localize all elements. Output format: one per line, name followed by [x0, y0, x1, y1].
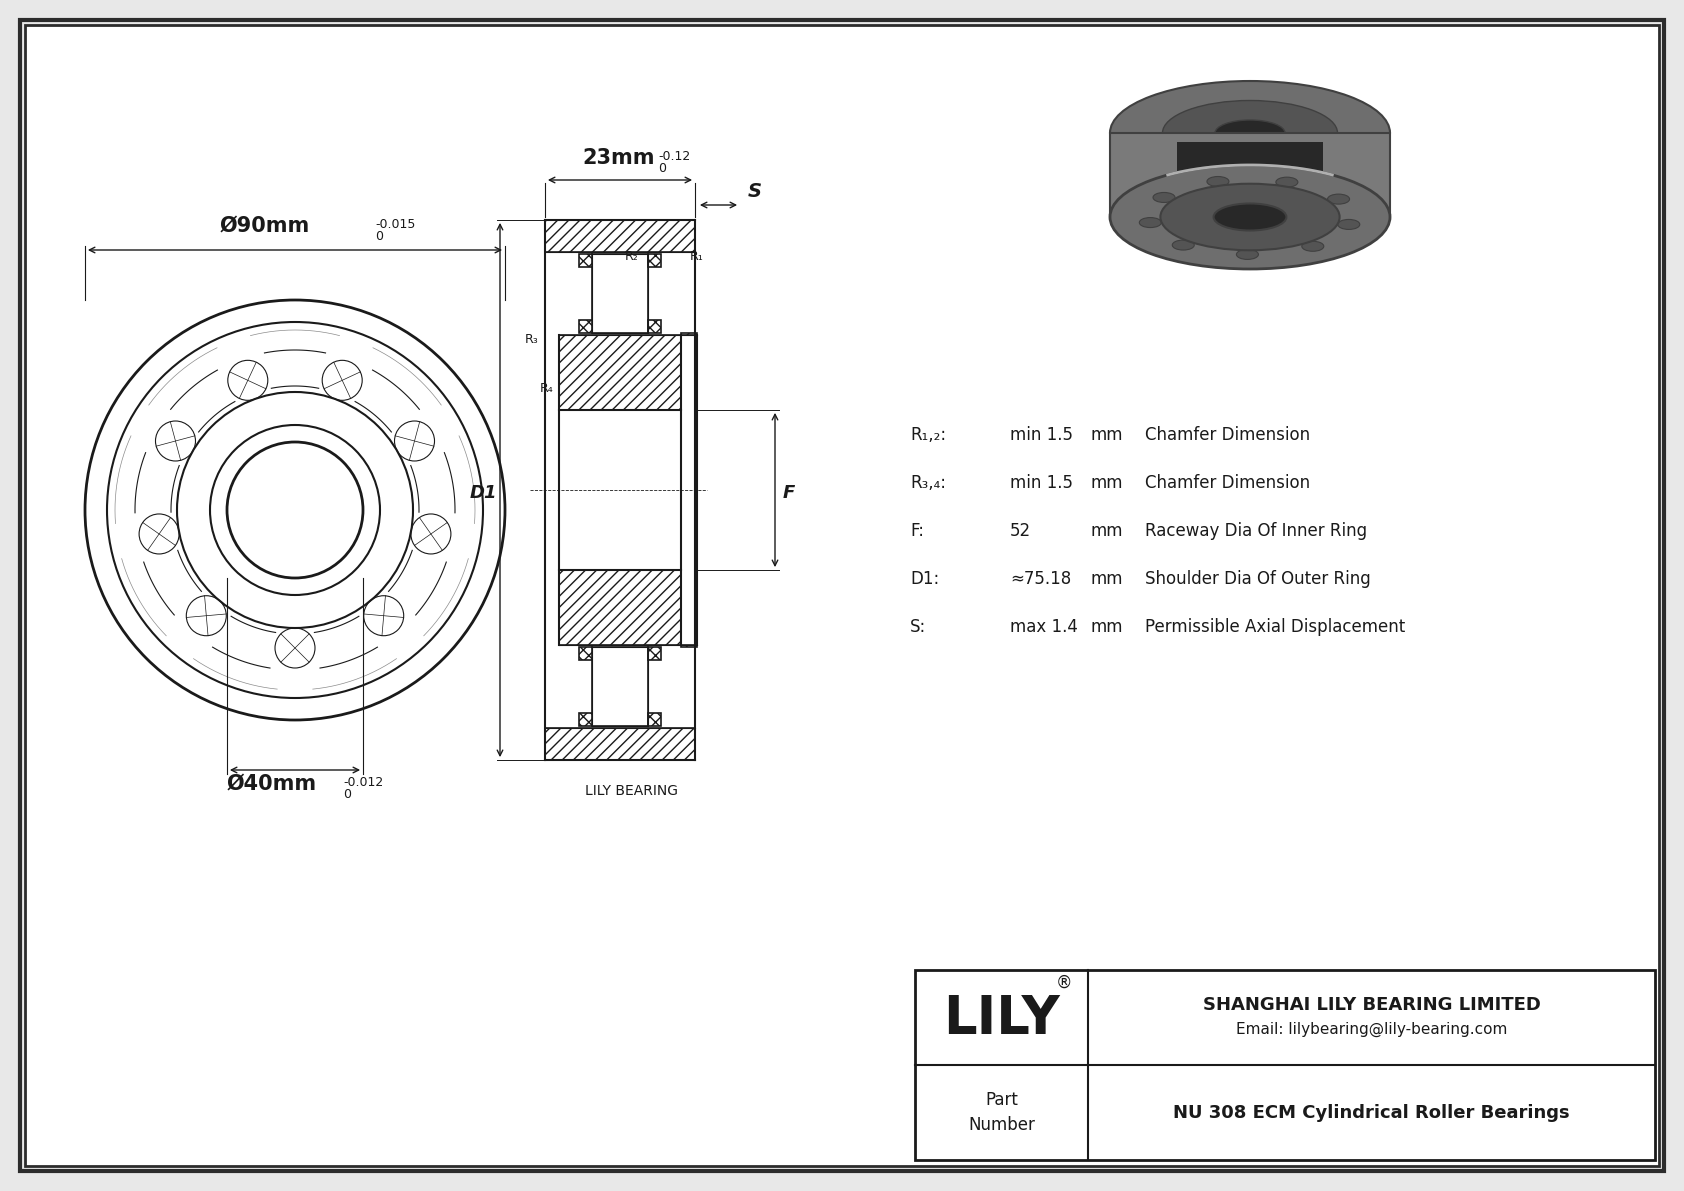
Text: ≈75.18: ≈75.18	[1010, 570, 1071, 588]
Text: mm: mm	[1090, 570, 1123, 588]
Text: -0.12: -0.12	[658, 150, 690, 163]
Bar	[680, 646, 697, 647]
Text: Chamfer Dimension: Chamfer Dimension	[1145, 474, 1310, 492]
Text: Shoulder Dia Of Outer Ring: Shoulder Dia Of Outer Ring	[1145, 570, 1371, 588]
Bar	[1177, 142, 1324, 210]
Text: max 1.4: max 1.4	[1010, 618, 1078, 636]
Text: F:: F:	[909, 522, 925, 540]
Ellipse shape	[1160, 183, 1339, 250]
Text: mm: mm	[1090, 474, 1123, 492]
Ellipse shape	[1214, 204, 1287, 231]
Text: -0.012: -0.012	[344, 777, 384, 788]
Bar	[648, 647, 662, 660]
Ellipse shape	[1302, 242, 1324, 251]
Text: Part
Number: Part Number	[968, 1091, 1036, 1134]
Bar	[648, 320, 662, 333]
Text: Ø90mm: Ø90mm	[221, 216, 310, 236]
Text: R₃: R₃	[525, 333, 539, 347]
Text: ®: ®	[1056, 974, 1073, 992]
Text: R₃,₄:: R₃,₄:	[909, 474, 946, 492]
Ellipse shape	[1172, 241, 1194, 250]
Ellipse shape	[1236, 249, 1258, 260]
Ellipse shape	[1214, 120, 1285, 146]
Bar	[1110, 133, 1389, 218]
Text: mm: mm	[1090, 426, 1123, 444]
Text: NU 308 ECM Cylindrical Roller Bearings: NU 308 ECM Cylindrical Roller Bearings	[1174, 1104, 1569, 1122]
Text: 0: 0	[376, 230, 382, 243]
Bar	[680, 333, 697, 335]
Bar	[579, 713, 591, 727]
Ellipse shape	[1140, 218, 1162, 227]
Text: SHANGHAI LILY BEARING LIMITED: SHANGHAI LILY BEARING LIMITED	[1202, 997, 1541, 1015]
Text: 0: 0	[344, 788, 350, 802]
Text: R₁: R₁	[690, 250, 704, 263]
Text: R₁,₂:: R₁,₂:	[909, 426, 946, 444]
Text: D1: D1	[470, 484, 497, 501]
Ellipse shape	[1110, 81, 1389, 185]
Text: R₂: R₂	[625, 250, 638, 263]
Text: mm: mm	[1090, 618, 1123, 636]
Text: D1:: D1:	[909, 570, 940, 588]
Ellipse shape	[1207, 176, 1229, 187]
Bar	[559, 410, 680, 570]
Text: LILY BEARING: LILY BEARING	[584, 784, 679, 798]
Bar	[648, 254, 662, 267]
Bar	[591, 254, 648, 333]
Text: -0.015: -0.015	[376, 218, 416, 231]
Text: Permissible Axial Displacement: Permissible Axial Displacement	[1145, 618, 1404, 636]
Bar	[546, 728, 695, 760]
Text: min 1.5: min 1.5	[1010, 474, 1073, 492]
Bar	[559, 335, 680, 410]
Bar	[579, 254, 591, 267]
Bar	[591, 647, 648, 727]
Ellipse shape	[1337, 219, 1359, 230]
Text: R₄: R₄	[541, 382, 554, 395]
Text: Ø40mm: Ø40mm	[227, 774, 317, 794]
Ellipse shape	[1276, 177, 1298, 187]
Ellipse shape	[1154, 193, 1175, 202]
Ellipse shape	[1110, 166, 1389, 269]
Bar	[579, 320, 591, 333]
Bar	[559, 570, 680, 646]
Text: 0: 0	[658, 162, 665, 175]
Bar	[648, 713, 662, 727]
Ellipse shape	[1162, 100, 1337, 166]
Ellipse shape	[1327, 194, 1349, 204]
Text: 23mm: 23mm	[583, 148, 655, 168]
Bar	[914, 969, 1655, 1160]
Text: Email: lilybearing@lily-bearing.com: Email: lilybearing@lily-bearing.com	[1236, 1022, 1507, 1037]
Text: 52: 52	[1010, 522, 1031, 540]
Text: S: S	[748, 182, 761, 201]
Text: min 1.5: min 1.5	[1010, 426, 1073, 444]
Text: Chamfer Dimension: Chamfer Dimension	[1145, 426, 1310, 444]
Text: LILY: LILY	[943, 993, 1059, 1046]
Text: F: F	[783, 484, 795, 501]
Text: mm: mm	[1090, 522, 1123, 540]
Bar	[546, 220, 695, 252]
Text: Raceway Dia Of Inner Ring: Raceway Dia Of Inner Ring	[1145, 522, 1367, 540]
Text: S:: S:	[909, 618, 926, 636]
Bar	[579, 647, 591, 660]
